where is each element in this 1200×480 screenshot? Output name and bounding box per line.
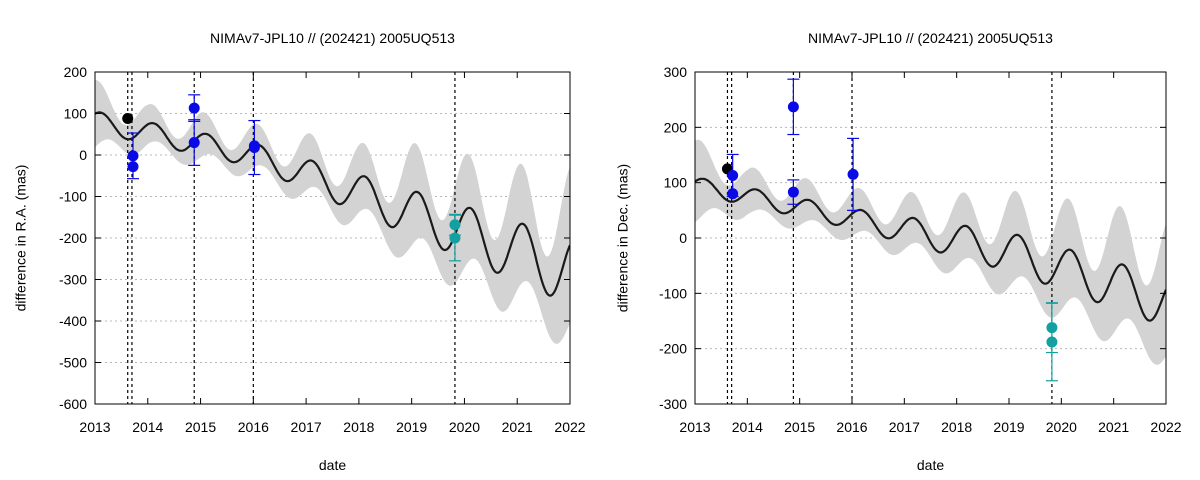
ra-x-tick-label: 2014 (132, 419, 163, 435)
ra-y-tick-label: -200 (59, 230, 87, 246)
dec-y-axis-label: difference in Dec. (mas) (615, 164, 631, 312)
dec-uncertainty-band (695, 139, 1166, 365)
dec-chart-title: NIMAv7-JPL10 // (202421) 2005UQ513 (808, 30, 1053, 46)
dec-x-tick-label: 2018 (941, 419, 972, 435)
dec-model-curve (695, 177, 1166, 322)
ra-y-tick-label: 0 (79, 147, 87, 163)
dec-y-tick-label: 300 (664, 64, 688, 80)
ra-y-tick-label: 200 (64, 64, 88, 80)
dec-x-tick-label: 2016 (836, 419, 867, 435)
ra-x-tick-label: 2016 (238, 419, 269, 435)
ra-y-tick-label: -600 (59, 396, 87, 412)
dec-x-tick-label: 2022 (1150, 419, 1181, 435)
ra-model-curve (95, 111, 570, 297)
ra-blue-data-point (188, 137, 200, 149)
ra-panel: NIMAv7-JPL10 // (202421) 2005UQ513 date … (13, 30, 586, 473)
ra-x-tick-label: 2015 (185, 419, 216, 435)
ra-black-data-point (122, 112, 134, 124)
ra-blue-data-point (127, 150, 139, 162)
dec-x-tick-label: 2017 (889, 419, 920, 435)
dec-y-tick-label: 100 (664, 175, 688, 191)
ra-y-tick-label: -500 (59, 355, 87, 371)
ra-y-axis-label: difference in R.A. (mas) (13, 165, 29, 312)
dec-blue-data-point (727, 169, 739, 181)
dec-teal-data-point (1046, 336, 1058, 348)
dec-y-tick-label: -100 (659, 285, 687, 301)
dec-y-tick-label: 0 (679, 230, 687, 246)
ra-blue-data-point (248, 142, 260, 154)
dec-panel: NIMAv7-JPL10 // (202421) 2005UQ513 date … (615, 30, 1182, 473)
dec-y-tick-label: -200 (659, 341, 687, 357)
ra-x-tick-label: 2021 (502, 419, 533, 435)
ra-y-tick-label: -100 (59, 189, 87, 205)
ra-chart-title: NIMAv7-JPL10 // (202421) 2005UQ513 (210, 30, 455, 46)
ra-x-axis-label: date (319, 457, 346, 473)
dec-blue-data-point (727, 188, 739, 200)
dec-blue-data-point (787, 101, 799, 113)
dec-x-tick-label: 2015 (784, 419, 815, 435)
dec-x-tick-label: 2020 (1046, 419, 1077, 435)
ra-y-tick-label: 100 (64, 106, 88, 122)
dec-blue-data-point (847, 168, 859, 180)
ra-blue-data-point (188, 102, 200, 114)
ra-x-tick-label: 2020 (449, 419, 480, 435)
dec-x-tick-label: 2019 (993, 419, 1024, 435)
dec-x-tick-label: 2014 (732, 419, 763, 435)
ra-x-tick-label: 2019 (396, 419, 427, 435)
dec-y-tick-label: -300 (659, 396, 687, 412)
ra-y-tick-label: -300 (59, 272, 87, 288)
ra-x-tick-label: 2022 (554, 419, 585, 435)
ra-x-tick-label: 2018 (343, 419, 374, 435)
dec-x-axis-label: date (917, 457, 944, 473)
dec-y-tick-label: 200 (664, 119, 688, 135)
ra-y-tick-label: -400 (59, 313, 87, 329)
ra-x-tick-label: 2013 (79, 419, 110, 435)
ra-uncertainty-band (95, 80, 570, 344)
ra-x-tick-label: 2017 (291, 419, 322, 435)
dec-x-tick-label: 2013 (679, 419, 710, 435)
dec-blue-data-point (787, 186, 799, 198)
ra-teal-data-point (449, 232, 461, 244)
ra-blue-data-point (127, 161, 139, 173)
dec-x-tick-label: 2021 (1098, 419, 1129, 435)
